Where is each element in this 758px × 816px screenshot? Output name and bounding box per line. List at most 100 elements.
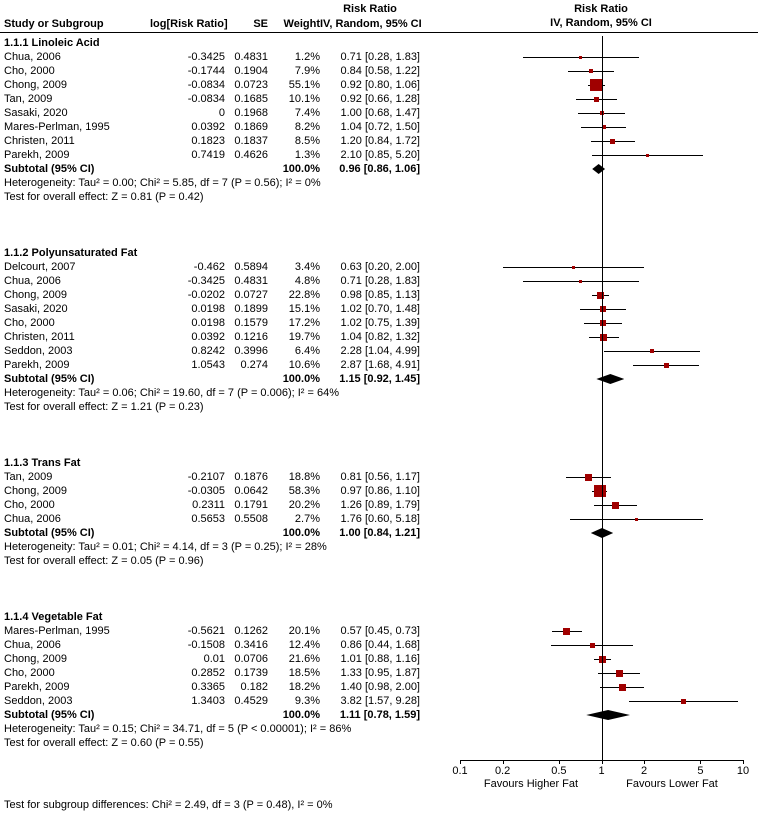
log-risk-ratio: 0 xyxy=(218,107,225,119)
log-risk-ratio: 0.8242 xyxy=(191,345,225,357)
log-risk-ratio: -0.1508 xyxy=(187,639,225,651)
x-axis-tick xyxy=(743,760,744,764)
header-divider xyxy=(0,32,758,33)
subtotal-row: Subtotal (95% CI) 100.0% 1.00 [0.84, 1.21] xyxy=(0,526,758,540)
overall-effect-row: Test for overall effect: Z = 0.60 (P = 0… xyxy=(0,736,758,750)
section-title: 1.1.3 Trans Fat xyxy=(4,457,81,469)
study-name: Seddon, 2003 xyxy=(4,345,73,357)
standard-error: 0.5508 xyxy=(234,513,268,525)
ci-text: 1.20 [0.84, 1.72] xyxy=(340,135,420,147)
study-row: Parekh, 2009 0.3365 0.182 18.2% 1.40 [0.98, … xyxy=(0,680,758,694)
x-axis-tick xyxy=(460,760,461,764)
standard-error: 0.4626 xyxy=(234,149,268,161)
subtotal-diamond xyxy=(592,164,606,174)
study-name: Parekh, 2009 xyxy=(4,681,70,693)
standard-error: 0.274 xyxy=(240,359,268,371)
ci-text: 1.04 [0.72, 1.50] xyxy=(340,121,420,133)
study-name: Chong, 2009 xyxy=(4,79,67,91)
standard-error: 0.1685 xyxy=(234,93,268,105)
effect-marker xyxy=(585,473,593,481)
log-risk-ratio: -0.0305 xyxy=(187,485,225,497)
study-name: Chong, 2009 xyxy=(4,289,67,301)
subtotal-label: Subtotal (95% CI) xyxy=(4,709,95,721)
study-name: Mares-Perlman, 1995 xyxy=(4,625,110,637)
effect-marker xyxy=(589,642,595,648)
x-axis-tick-label: 1 xyxy=(598,765,605,777)
standard-error: 0.182 xyxy=(240,681,268,693)
overall-effect-row: Test for overall effect: Z = 0.05 (P = 0… xyxy=(0,554,758,568)
heterogeneity-row: Heterogeneity: Tau² = 0.15; Chi² = 34.71… xyxy=(0,722,758,736)
weight: 1.3% xyxy=(294,149,320,161)
section-title-row: 1.1.1 Linoleic Acid xyxy=(0,36,758,50)
weight: 10.1% xyxy=(288,93,320,105)
section-title: 1.1.1 Linoleic Acid xyxy=(4,37,100,49)
standard-error: 0.0723 xyxy=(234,79,268,91)
col-weight-header: Weight xyxy=(283,18,320,30)
ci-text: 0.57 [0.45, 0.73] xyxy=(340,625,420,637)
standard-error: 0.3996 xyxy=(234,345,268,357)
x-axis-tick-label: 5 xyxy=(697,765,704,777)
subtotal-weight: 100.0% xyxy=(282,527,320,539)
study-name: Chong, 2009 xyxy=(4,653,67,665)
col-logrr-header: log[Risk Ratio] xyxy=(150,18,228,30)
favours-left-label: Favours Higher Fat xyxy=(483,778,579,790)
study-name: Chua, 2006 xyxy=(4,513,61,525)
standard-error: 0.4529 xyxy=(234,695,268,707)
effect-marker xyxy=(612,501,620,509)
effect-marker xyxy=(663,362,669,368)
effect-marker xyxy=(618,683,626,691)
standard-error: 0.5894 xyxy=(234,261,268,273)
study-name: Chua, 2006 xyxy=(4,275,61,287)
study-row: Chong, 2009 -0.0834 0.0723 55.1% 0.92 [0.80,… xyxy=(0,78,758,92)
effect-marker xyxy=(563,627,571,635)
study-row: Seddon, 2003 1.3403 0.4529 9.3% 3.82 [1.57, … xyxy=(0,694,758,708)
log-risk-ratio: 0.0392 xyxy=(191,331,225,343)
study-row: Mares-Perlman, 1995 -0.5621 0.1262 20.1% 0.5… xyxy=(0,624,758,638)
log-risk-ratio: -0.0834 xyxy=(187,79,225,91)
overall-effect-text: Test for overall effect: Z = 0.60 (P = 0… xyxy=(4,737,204,749)
x-axis-tick xyxy=(644,760,646,764)
study-row: Parekh, 2009 0.7419 0.4626 1.3% 2.10 [0.85, … xyxy=(0,148,758,162)
log-risk-ratio: 0.01 xyxy=(203,653,225,665)
study-row: Sasaki, 2020 0 0.1968 7.4% 1.00 [0.68, 1.47] xyxy=(0,106,758,120)
ci-text: 0.92 [0.80, 1.06] xyxy=(340,79,420,91)
subtotal-label: Subtotal (95% CI) xyxy=(4,163,95,175)
study-row: Christen, 2011 0.1823 0.1837 8.5% 1.20 [0.84… xyxy=(0,134,758,148)
study-row: Delcourt, 2007 -0.462 0.5894 3.4% 0.63 [0.20… xyxy=(0,260,758,274)
section-title-row: 1.1.2 Polyunsaturated Fat xyxy=(0,246,758,260)
ci-text: 0.84 [0.58, 1.22] xyxy=(340,65,420,77)
x-axis-tick-label: 0.2 xyxy=(494,765,511,777)
weight: 8.5% xyxy=(294,135,320,147)
standard-error: 0.1904 xyxy=(234,65,268,77)
standard-error: 0.1579 xyxy=(234,317,268,329)
study-name: Sasaki, 2020 xyxy=(4,107,68,119)
subtotal-weight: 100.0% xyxy=(282,163,320,175)
study-name: Parekh, 2009 xyxy=(4,359,70,371)
study-name: Cho, 2000 xyxy=(4,317,55,329)
log-risk-ratio: 0.0392 xyxy=(191,121,225,133)
effect-marker xyxy=(578,279,582,283)
study-name: Parekh, 2009 xyxy=(4,149,70,161)
study-row: Cho, 2000 0.0198 0.1579 17.2% 1.02 [0.75, 1.… xyxy=(0,316,758,330)
subgroup-difference-test: Test for subgroup differences: Chi² = 2.… xyxy=(4,799,333,811)
ci-text: 0.92 [0.66, 1.28] xyxy=(340,93,420,105)
weight: 21.6% xyxy=(288,653,320,665)
weight: 7.9% xyxy=(294,65,320,77)
subtotal-diamond xyxy=(586,710,630,720)
col-plot-ci-header: IV, Random, 95% CI xyxy=(550,17,652,29)
effect-marker xyxy=(578,55,582,59)
log-risk-ratio: -0.3425 xyxy=(187,275,225,287)
log-risk-ratio: 1.0543 xyxy=(191,359,225,371)
effect-marker xyxy=(601,125,606,129)
weight: 18.2% xyxy=(288,681,320,693)
subtotal-weight: 100.0% xyxy=(282,373,320,385)
subtotal-ci-text: 1.11 [0.78, 1.59] xyxy=(339,709,420,721)
ci-text: 1.26 [0.89, 1.79] xyxy=(340,499,420,511)
favours-right-label: Favours Lower Fat xyxy=(626,778,718,790)
ci-text: 1.76 [0.60, 5.18] xyxy=(340,513,420,525)
overall-effect-text: Test for overall effect: Z = 0.81 (P = 0… xyxy=(4,191,204,203)
weight: 55.1% xyxy=(288,79,320,91)
log-risk-ratio: 1.3403 xyxy=(191,695,225,707)
study-row: Chong, 2009 -0.0202 0.0727 22.8% 0.98 [0.85,… xyxy=(0,288,758,302)
